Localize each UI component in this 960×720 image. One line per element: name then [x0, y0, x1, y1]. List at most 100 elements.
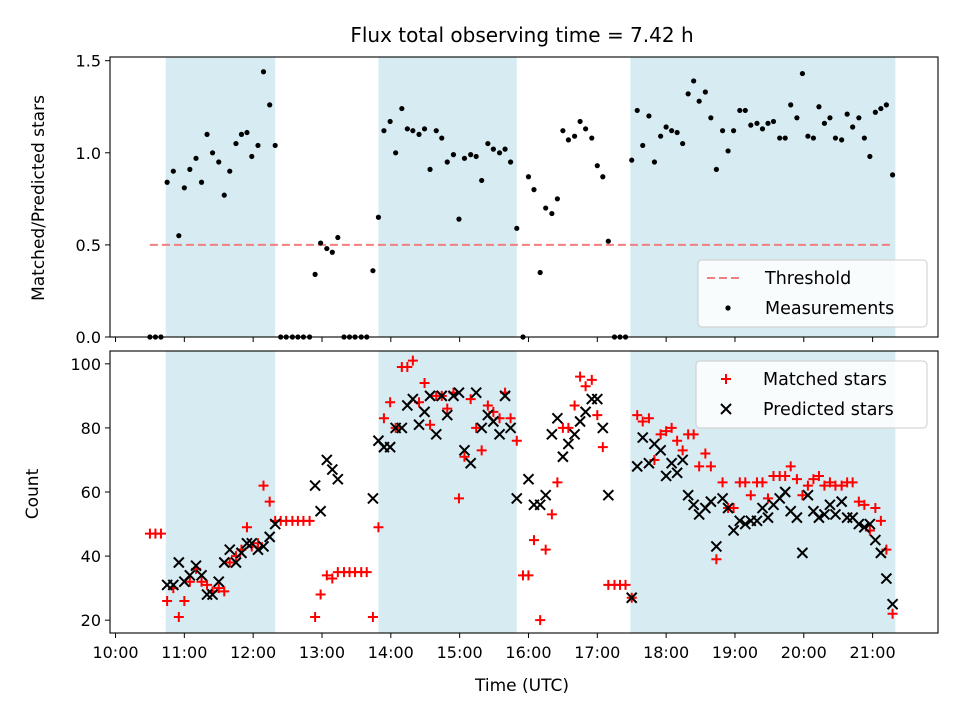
x-tick-label: 15:00	[437, 643, 483, 662]
data-point	[592, 410, 603, 421]
data-point	[471, 422, 482, 433]
data-point	[439, 135, 445, 141]
data-point	[235, 547, 248, 559]
data-point	[856, 115, 862, 121]
data-point	[255, 142, 261, 149]
data-point	[209, 150, 216, 156]
data-point	[173, 611, 184, 622]
data-point	[685, 91, 691, 97]
data-point	[224, 557, 235, 568]
data-point	[819, 480, 830, 491]
x-tick-label: 18:00	[643, 643, 689, 662]
data-point	[739, 518, 751, 530]
legend-label-matched: Matched stars	[763, 370, 887, 390]
data-point	[702, 89, 708, 95]
data-point	[713, 166, 719, 172]
data-point	[482, 400, 493, 411]
data-point	[737, 107, 743, 114]
data-point	[309, 479, 321, 492]
data-point	[631, 460, 643, 473]
data-point	[504, 422, 517, 434]
y-tick-label: 0.5	[76, 236, 101, 255]
data-point	[546, 509, 557, 520]
legend-label-measurements: Measurements	[765, 299, 894, 319]
data-point	[725, 148, 731, 154]
data-point	[886, 598, 899, 610]
data-point	[728, 503, 739, 514]
data-point	[696, 98, 702, 104]
data-point	[660, 470, 672, 482]
data-point	[410, 128, 416, 134]
data-point	[384, 441, 396, 453]
data-point	[258, 480, 269, 491]
shaded-region	[165, 351, 276, 633]
data-point	[802, 480, 813, 491]
data-point	[219, 586, 230, 597]
data-point	[528, 535, 539, 546]
data-point	[875, 547, 887, 559]
data-point	[487, 415, 500, 428]
data-point	[579, 406, 592, 418]
data-point	[456, 216, 462, 222]
data-point	[562, 438, 575, 450]
data-point	[600, 174, 606, 180]
data-point	[176, 233, 182, 239]
data-point	[563, 422, 574, 433]
data-point	[880, 572, 893, 585]
x-axis-label: Time (UTC)	[474, 676, 569, 696]
data-point	[535, 615, 546, 626]
data-point	[196, 576, 207, 587]
data-point	[813, 470, 824, 481]
data-point	[829, 508, 842, 521]
data-point	[523, 570, 534, 581]
data-point	[424, 390, 436, 402]
data-point	[629, 157, 635, 163]
data-point	[407, 393, 419, 405]
data-point	[836, 480, 847, 491]
data-point	[190, 559, 202, 572]
data-point	[805, 133, 811, 139]
data-point	[688, 429, 699, 440]
data-point	[730, 128, 737, 134]
data-point	[475, 422, 488, 434]
data-point	[539, 489, 552, 501]
data-point	[568, 428, 581, 441]
data-point	[785, 461, 796, 472]
data-point	[665, 457, 678, 469]
y-tick-label: 20	[81, 611, 101, 630]
data-point	[677, 445, 688, 456]
data-point	[674, 129, 680, 136]
data-point	[458, 444, 471, 457]
data-point	[213, 583, 224, 594]
legend-marker-measurements	[725, 305, 731, 311]
data-point	[889, 172, 896, 178]
data-point	[634, 107, 640, 114]
data-point	[869, 534, 882, 546]
data-point	[327, 573, 338, 584]
data-point	[756, 502, 769, 514]
data-point	[586, 374, 597, 385]
data-point	[531, 187, 537, 193]
data-point	[393, 150, 399, 156]
data-point	[361, 567, 372, 578]
data-point	[676, 454, 689, 466]
data-point	[745, 490, 756, 501]
data-point	[427, 166, 433, 172]
data-point	[263, 531, 276, 543]
data-point	[272, 142, 278, 149]
data-point	[470, 386, 482, 399]
data-point	[436, 390, 448, 402]
data-point	[788, 102, 794, 108]
data-point	[453, 386, 465, 399]
data-point	[233, 140, 239, 147]
data-point	[318, 240, 324, 246]
data-point	[442, 403, 453, 414]
data-point	[591, 393, 604, 405]
data-point	[227, 168, 233, 174]
data-point	[765, 120, 771, 126]
x-tick-label: 13:00	[299, 643, 345, 662]
data-point	[221, 192, 227, 198]
data-point	[164, 179, 170, 185]
data-point	[637, 431, 649, 444]
data-point	[666, 422, 677, 433]
